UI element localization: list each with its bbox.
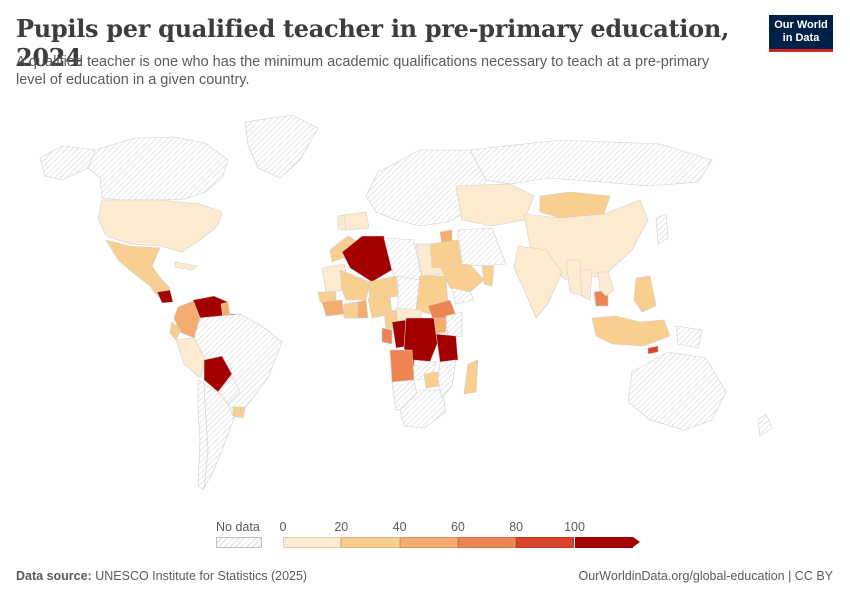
footer-link[interactable]: OurWorldinData.org/global-education | CC… bbox=[578, 569, 833, 583]
region-senegal[interactable] bbox=[317, 291, 337, 303]
region-south-africa[interactable] bbox=[399, 389, 447, 429]
region-kenya[interactable] bbox=[445, 311, 463, 339]
legend-tick: 100 bbox=[564, 520, 585, 534]
region-iran[interactable] bbox=[457, 227, 507, 267]
region-zimbabwe[interactable] bbox=[423, 371, 441, 389]
region-madagascar[interactable] bbox=[463, 359, 479, 395]
region-india[interactable] bbox=[513, 245, 563, 319]
legend-bin-5[interactable] bbox=[516, 537, 575, 548]
world-map bbox=[39, 114, 773, 491]
region-uruguay[interactable] bbox=[232, 406, 246, 419]
region-bolivia[interactable] bbox=[203, 355, 233, 393]
region-peru[interactable] bbox=[175, 337, 207, 379]
data-source: Data source: UNESCO Institute for Statis… bbox=[16, 569, 307, 583]
legend-tick: 0 bbox=[279, 520, 287, 534]
region-australia[interactable] bbox=[627, 351, 727, 431]
legend-tick: 20 bbox=[334, 520, 349, 534]
legend-no-data-swatch[interactable] bbox=[216, 537, 262, 548]
data-source-text[interactable]: UNESCO Institute for Statistics (2025) bbox=[95, 569, 308, 583]
logo-line-1: Our World bbox=[774, 19, 828, 31]
legend-tick: 80 bbox=[509, 520, 524, 534]
region-oman[interactable] bbox=[481, 265, 495, 287]
region-japan[interactable] bbox=[655, 213, 669, 245]
region-chile[interactable] bbox=[197, 379, 209, 491]
region-yemen[interactable] bbox=[451, 287, 475, 305]
region-mexico[interactable] bbox=[105, 239, 163, 287]
chart-title: Pupils per qualified teacher in pre-prim… bbox=[16, 14, 730, 72]
chart-subtitle: A qualified teacher is one who has the m… bbox=[16, 54, 710, 88]
region-united-states[interactable] bbox=[97, 199, 223, 253]
region-mali[interactable] bbox=[339, 269, 371, 301]
region-timor-leste[interactable] bbox=[647, 345, 659, 355]
logo-line-2: in Data bbox=[782, 32, 820, 44]
region-philippines[interactable] bbox=[633, 275, 657, 313]
region-nicaragua[interactable] bbox=[156, 289, 174, 304]
region-portugal[interactable] bbox=[337, 214, 347, 231]
region-thailand[interactable] bbox=[579, 269, 593, 301]
legend-bin-6[interactable] bbox=[574, 537, 633, 548]
region-europe[interactable] bbox=[365, 149, 487, 227]
region-russia[interactable] bbox=[469, 139, 713, 187]
region-indonesia[interactable] bbox=[591, 315, 671, 347]
legend-bin-4[interactable] bbox=[457, 537, 517, 548]
legend-tick: 40 bbox=[392, 520, 407, 534]
color-legend: No data 0 20 40 60 80 100 bbox=[0, 515, 850, 555]
region-myanmar[interactable] bbox=[565, 259, 583, 297]
legend-tick: 60 bbox=[450, 520, 465, 534]
region-cote-d-ivoire[interactable] bbox=[343, 301, 359, 319]
region-mongolia[interactable] bbox=[539, 191, 611, 219]
legend-arrow-icon bbox=[633, 537, 640, 547]
region-new-zealand[interactable] bbox=[757, 413, 773, 437]
region-alaska[interactable] bbox=[39, 145, 96, 181]
region-canada[interactable] bbox=[87, 136, 229, 201]
map-regions bbox=[39, 114, 773, 491]
region-papua-new-guinea[interactable] bbox=[675, 325, 703, 349]
region-tanzania[interactable] bbox=[435, 333, 459, 363]
region-gabon[interactable] bbox=[381, 327, 393, 345]
legend-bin-2[interactable] bbox=[341, 537, 400, 548]
region-spain[interactable] bbox=[343, 211, 370, 231]
region-angola[interactable] bbox=[389, 349, 415, 383]
owid-logo[interactable]: Our World in Data bbox=[769, 15, 833, 52]
region-vietnam[interactable] bbox=[597, 271, 615, 297]
legend-bin-3[interactable] bbox=[399, 537, 458, 548]
legend-bin-1[interactable] bbox=[283, 537, 342, 548]
region-central-asia[interactable] bbox=[455, 183, 535, 227]
region-guinea[interactable] bbox=[321, 299, 345, 317]
legend-no-data-label: No data bbox=[216, 520, 260, 534]
region-mozambique[interactable] bbox=[437, 359, 457, 399]
region-uganda[interactable] bbox=[433, 317, 447, 335]
region-cuba[interactable] bbox=[174, 261, 198, 271]
region-greenland[interactable] bbox=[244, 114, 319, 179]
data-source-label: Data source: bbox=[16, 569, 92, 583]
region-ghana[interactable] bbox=[357, 299, 369, 319]
